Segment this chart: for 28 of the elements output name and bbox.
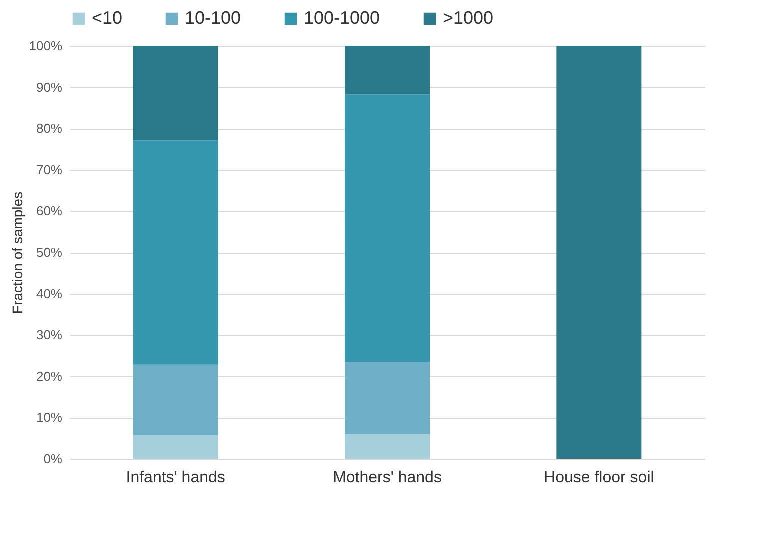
- bar: [345, 434, 430, 459]
- bar: [345, 46, 430, 95]
- y-tick-label: 70%: [36, 162, 63, 178]
- legend-label: <10: [92, 8, 123, 28]
- y-axis-title: Fraction of samples: [9, 192, 26, 314]
- bar: [345, 94, 430, 362]
- bar: [345, 362, 430, 435]
- y-tick-label: 10%: [36, 410, 63, 426]
- y-tick-label: 50%: [36, 245, 63, 260]
- bar: [133, 46, 218, 141]
- y-tick-label: 80%: [36, 121, 63, 136]
- y-tick-label: 90%: [36, 80, 63, 95]
- y-tick-label: 100%: [29, 38, 63, 54]
- y-tick-label: 40%: [36, 286, 63, 302]
- y-tick-label: 0%: [44, 452, 63, 466]
- y-tick-label: 30%: [36, 328, 63, 343]
- y-tick-label: 60%: [36, 204, 63, 219]
- x-tick-label: Mothers' hands: [333, 470, 442, 486]
- bar: [133, 140, 218, 365]
- legend-label: 100-1000: [304, 8, 380, 28]
- x-tick-label: House floor soil: [544, 470, 654, 486]
- bar: [556, 46, 642, 459]
- x-tick-label: Infants' hands: [126, 470, 226, 486]
- legend-label: >1000: [443, 8, 494, 28]
- bar: [133, 435, 218, 459]
- legend-label: 10-100: [185, 8, 242, 28]
- bar: [133, 364, 218, 436]
- y-tick-label: 20%: [36, 368, 63, 384]
